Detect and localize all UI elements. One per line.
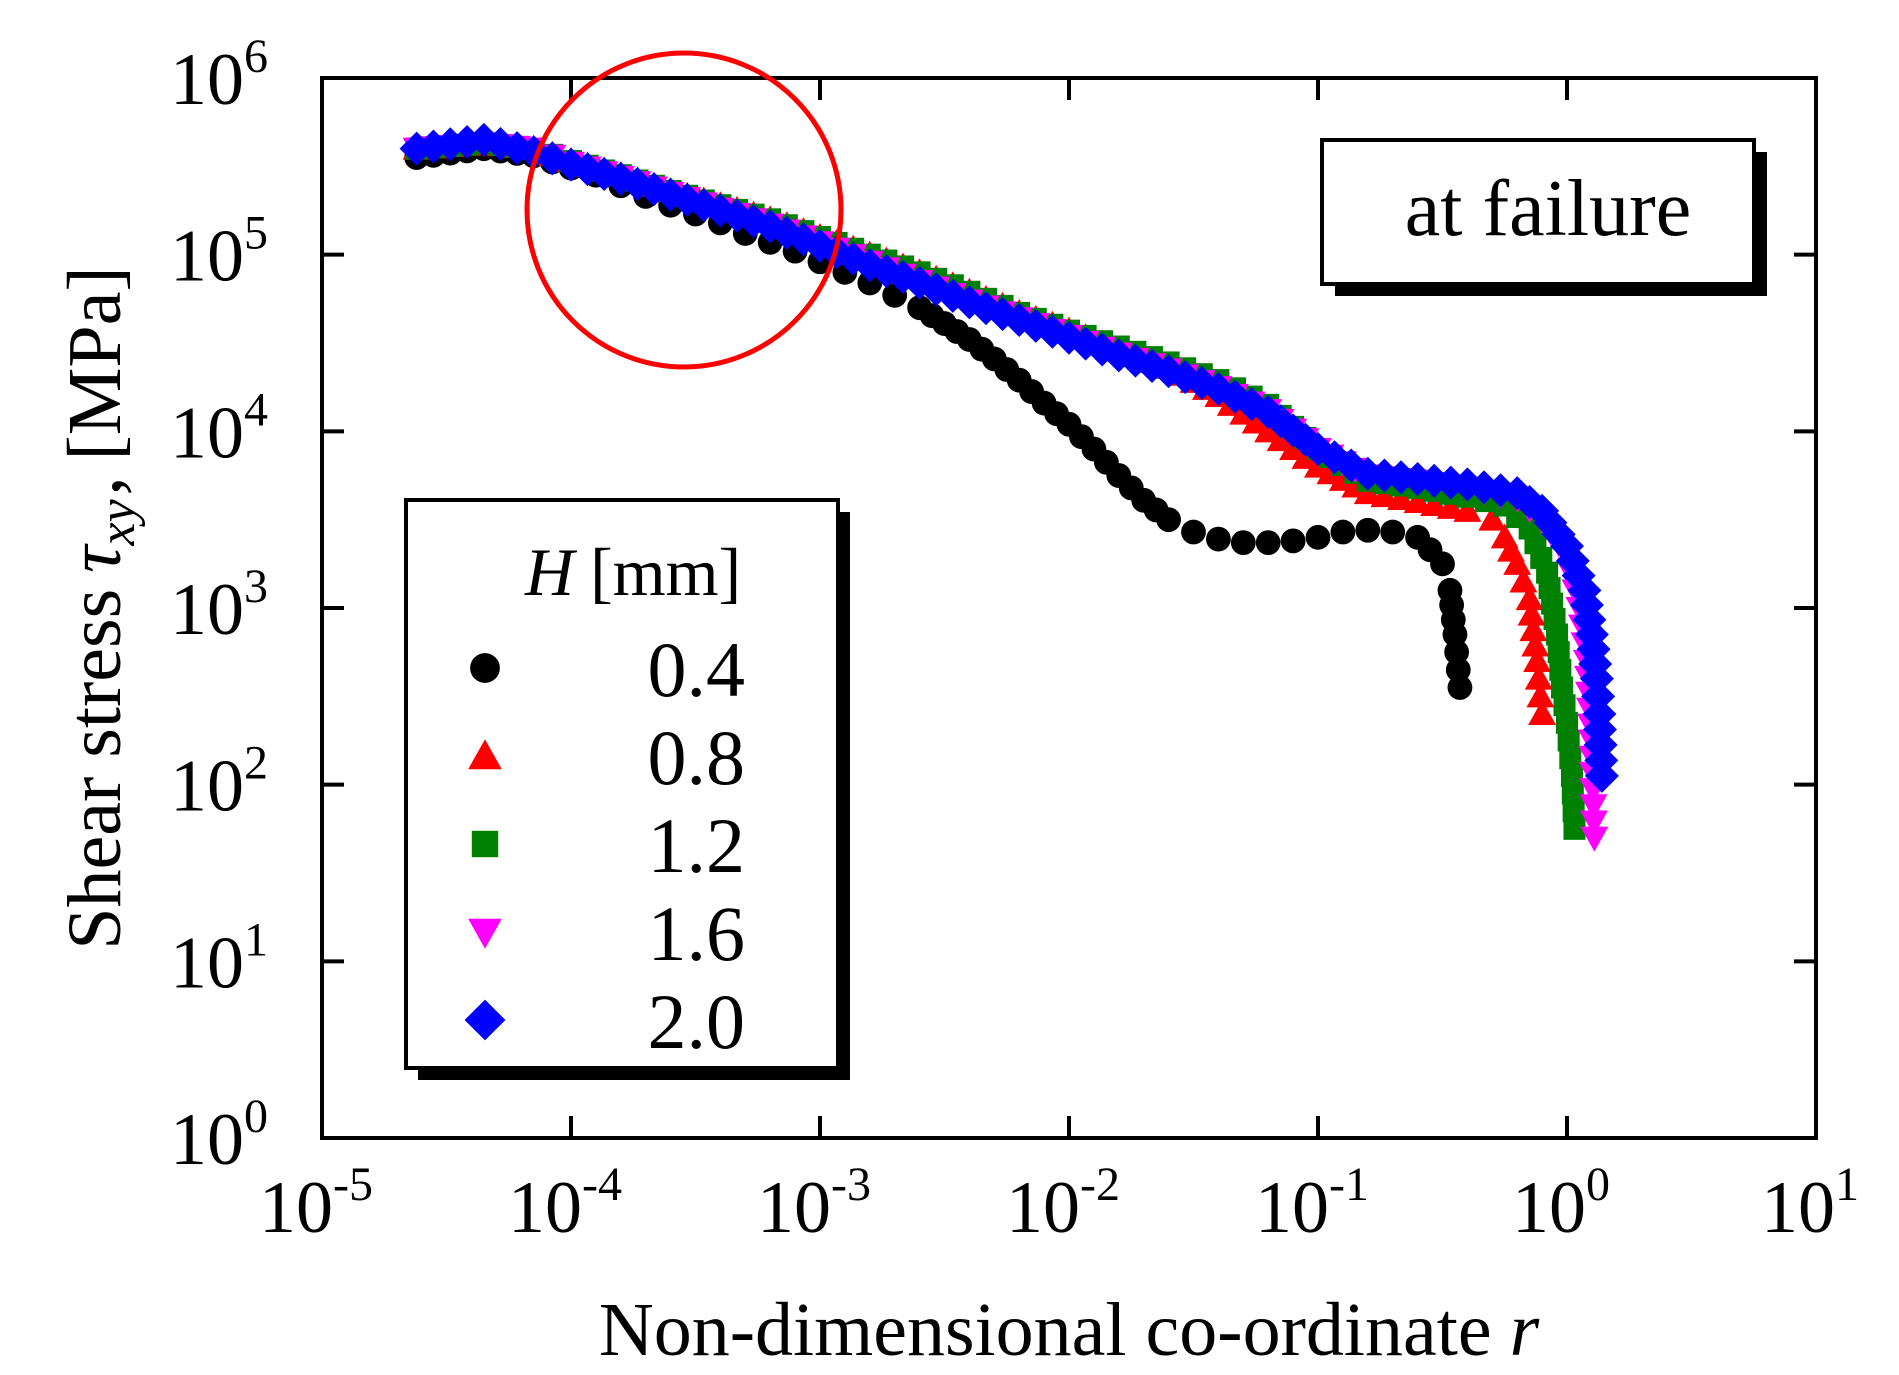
data-point [1447, 675, 1473, 700]
data-point [1380, 519, 1406, 545]
data-point [1556, 711, 1578, 734]
legend-marker-1.2 [471, 830, 499, 858]
legend-marker-0.8 [468, 739, 502, 770]
data-point [1436, 493, 1465, 519]
legend-label-1.2: 1.2 [648, 802, 746, 889]
highlight-circle [524, 50, 844, 370]
y-tick-label: 101 [170, 913, 268, 1004]
y-tick-label: 105 [170, 207, 268, 298]
data-point [1181, 519, 1206, 545]
legend-title-symbol: H [524, 534, 578, 610]
data-point [1515, 585, 1544, 611]
data-point [1524, 664, 1553, 690]
data-point [1305, 524, 1331, 550]
y-axis-symbol-sub: xy [89, 499, 146, 547]
data-point [1584, 758, 1619, 793]
data-point [803, 228, 837, 263]
data-point [1561, 782, 1584, 805]
y-axis-unit: [MPa] [53, 266, 137, 460]
legend-marker-2.0 [464, 999, 506, 1041]
data-point [1580, 826, 1609, 852]
data-point [1370, 482, 1399, 508]
legend: H [mm] 0.40.81.21.62.0 [404, 498, 850, 1080]
series-2.0 [399, 122, 1619, 793]
data-point [1579, 794, 1608, 820]
data-point [1563, 817, 1586, 840]
y-axis-title: Shear stressτxy,[MPa] [53, 266, 146, 950]
annotation-box: at failure [1320, 138, 1767, 296]
data-point [1230, 530, 1256, 556]
x-axis-label: Non-dimensional co-ordinate [599, 1288, 1492, 1372]
y-tick-label: 100 [170, 1090, 268, 1181]
x-axis-symbol: r [1510, 1288, 1540, 1372]
legend-label-1.6: 1.6 [648, 890, 746, 977]
data-point [1387, 485, 1415, 511]
data-point [1551, 676, 1574, 699]
y-axis-label: Shear stress [53, 589, 137, 950]
data-point [1579, 810, 1608, 836]
legend-marker-0.4 [470, 653, 500, 683]
x-axis-title: Non-dimensional co-ordinate r [599, 1288, 1540, 1372]
data-point [1509, 567, 1538, 593]
x-tick-label: 10-1 [1255, 1158, 1369, 1249]
y-tick-label: 106 [170, 30, 268, 121]
data-point [1559, 747, 1582, 770]
legend-title: H [mm] [524, 534, 741, 610]
x-tick-label: 100 [1512, 1158, 1610, 1249]
data-point [1521, 631, 1550, 657]
x-tick-label: 10-4 [508, 1158, 622, 1249]
data-point [1503, 549, 1532, 575]
data-point [1206, 526, 1231, 552]
tick-labels: 10-5 10-4 10-3 10-2 10-1 100 101 100 101 102 103 10… [170, 30, 1859, 1249]
data-point [1553, 694, 1576, 717]
axis-ticks [322, 78, 1816, 1138]
data-point [1453, 496, 1482, 522]
data-point [1549, 658, 1572, 681]
data-point [1430, 551, 1455, 577]
legend-entries: 0.40.81.21.62.0 [464, 626, 746, 1065]
y-axis-symbol: τ [53, 543, 137, 573]
data-point [1562, 800, 1585, 823]
data-point [1557, 729, 1580, 752]
data-point [1547, 641, 1570, 664]
data-point [1255, 530, 1281, 556]
data-point [1546, 623, 1569, 646]
y-tick-label: 102 [170, 737, 268, 828]
data-point [1526, 682, 1555, 708]
data-point [1517, 600, 1546, 626]
data-point [1478, 505, 1507, 531]
x-tick-label: 10-2 [1006, 1158, 1120, 1249]
legend-frame [404, 498, 840, 1070]
legend-marker-1.6 [468, 918, 502, 949]
x-tick-label: 10-3 [757, 1158, 871, 1249]
annotation-text: at failure [1405, 165, 1691, 253]
legend-label-0.8: 0.8 [648, 714, 746, 801]
data-point [1560, 764, 1583, 787]
data-point [1528, 700, 1557, 725]
x-tick-label: 10-5 [259, 1158, 373, 1249]
legend-label-0.4: 0.4 [648, 626, 746, 713]
data-point [1355, 517, 1381, 543]
data-point [1156, 507, 1181, 533]
legend-title-unit: [mm] [590, 534, 741, 610]
y-tick-label: 103 [170, 560, 268, 651]
data-point [1403, 488, 1432, 513]
data-point [1420, 490, 1449, 516]
data-point [1280, 528, 1306, 554]
y-tick-label: 104 [170, 383, 268, 474]
data-point [1330, 519, 1356, 545]
data-point [1523, 647, 1552, 672]
x-tick-label: 101 [1761, 1158, 1859, 1249]
annotation-frame [1320, 138, 1756, 286]
data-point [1519, 616, 1548, 642]
data-series [399, 122, 1619, 852]
legend-label-2.0: 2.0 [648, 978, 746, 1065]
